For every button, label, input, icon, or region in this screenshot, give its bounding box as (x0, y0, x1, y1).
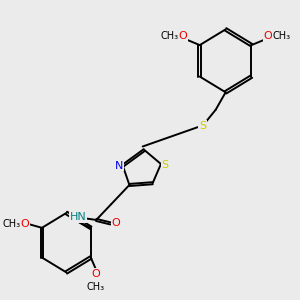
Text: O: O (20, 219, 29, 229)
Text: N: N (115, 161, 123, 171)
Text: CH₃: CH₃ (160, 32, 178, 41)
Text: O: O (179, 32, 188, 41)
Text: S: S (199, 121, 206, 130)
Text: S: S (161, 160, 169, 170)
Text: O: O (264, 32, 272, 41)
Text: CH₃: CH₃ (273, 32, 291, 41)
Text: CH₃: CH₃ (87, 281, 105, 292)
Text: O: O (92, 269, 100, 279)
Text: O: O (112, 218, 121, 228)
Text: CH₃: CH₃ (2, 219, 20, 229)
Text: HN: HN (70, 212, 86, 223)
